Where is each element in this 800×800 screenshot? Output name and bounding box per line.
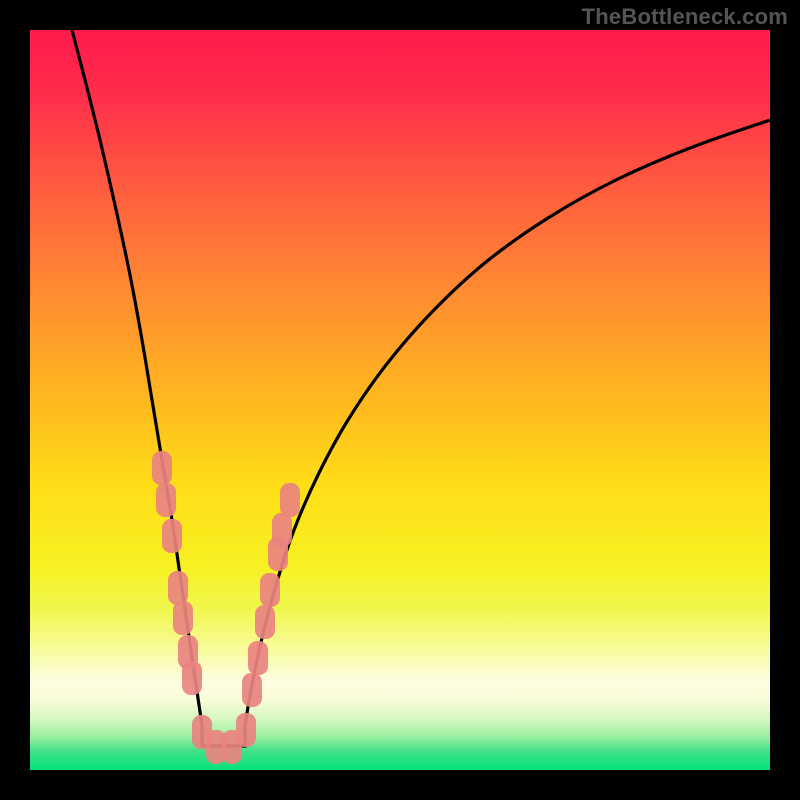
data-marker [272, 513, 292, 547]
data-marker [242, 673, 262, 707]
data-marker [162, 519, 182, 553]
chart-frame: TheBottleneck.com [0, 0, 800, 800]
data-marker [248, 641, 268, 675]
data-marker [182, 661, 202, 695]
gradient-background [30, 30, 770, 770]
plot-area [30, 30, 770, 770]
chart-svg [30, 30, 770, 770]
data-marker [152, 451, 172, 485]
data-marker [168, 571, 188, 605]
data-marker [255, 605, 275, 639]
watermark-text: TheBottleneck.com [582, 4, 788, 30]
data-marker [156, 483, 176, 517]
data-marker [280, 483, 300, 517]
data-marker [260, 573, 280, 607]
data-marker [173, 601, 193, 635]
data-marker [236, 713, 256, 747]
